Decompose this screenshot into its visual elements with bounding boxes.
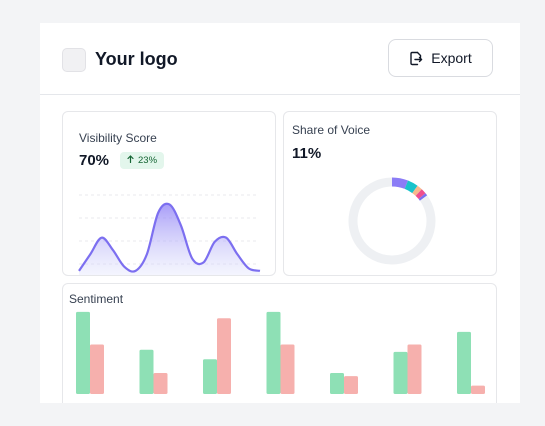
donut-slice: [415, 189, 426, 200]
positive-bar: [457, 331, 471, 394]
share-of-voice-donut: [348, 177, 436, 265]
visibility-score-card: Visibility Score 70% 23%: [62, 111, 276, 276]
export-icon: [409, 51, 423, 66]
donut-slice: [404, 180, 418, 194]
sentiment-bar-chart: [76, 311, 485, 394]
area-line: [78, 202, 261, 273]
negative-bar: [90, 344, 104, 394]
donut-slice: [412, 185, 422, 196]
donut-slice: [348, 177, 436, 265]
sentiment-title: Sentiment: [69, 292, 124, 306]
negative-bar: [280, 344, 295, 394]
donut-slice: [418, 193, 428, 201]
logo-placeholder: [62, 48, 86, 72]
visibility-score-value: 70%: [79, 152, 110, 169]
positive-bar: [330, 372, 344, 394]
visibility-change-text: 23%: [138, 155, 158, 166]
donut-slice: [391, 177, 409, 189]
negative-bar: [407, 344, 422, 394]
header: Your logo Export: [40, 23, 520, 95]
visibility-area-chart: [78, 194, 261, 275]
positive-bar: [203, 359, 217, 394]
positive-bar: [139, 349, 154, 394]
visibility-score-title: Visibility Score: [79, 131, 157, 145]
negative-bar: [217, 318, 231, 394]
visibility-change-badge: 23%: [120, 152, 165, 169]
share-of-voice-value: 11%: [292, 145, 322, 162]
positive-bar: [76, 311, 90, 394]
share-of-voice-title: Share of Voice: [292, 123, 371, 137]
sentiment-card: Sentiment: [62, 283, 497, 403]
dashboard-panel: Your logo Export Visibility Score 70%: [40, 23, 520, 403]
positive-bar: [393, 351, 408, 394]
area-fill: [79, 203, 260, 275]
negative-bar: [344, 376, 358, 394]
export-label: Export: [431, 50, 472, 66]
logo-text: Your logo: [95, 49, 178, 69]
arrow-up-icon: [127, 155, 134, 166]
negative-bar: [471, 385, 485, 394]
negative-bar: [153, 372, 168, 394]
share-of-voice-card: Share of Voice 11%: [283, 111, 497, 276]
positive-bar: [266, 311, 281, 394]
export-button[interactable]: Export: [388, 39, 493, 77]
